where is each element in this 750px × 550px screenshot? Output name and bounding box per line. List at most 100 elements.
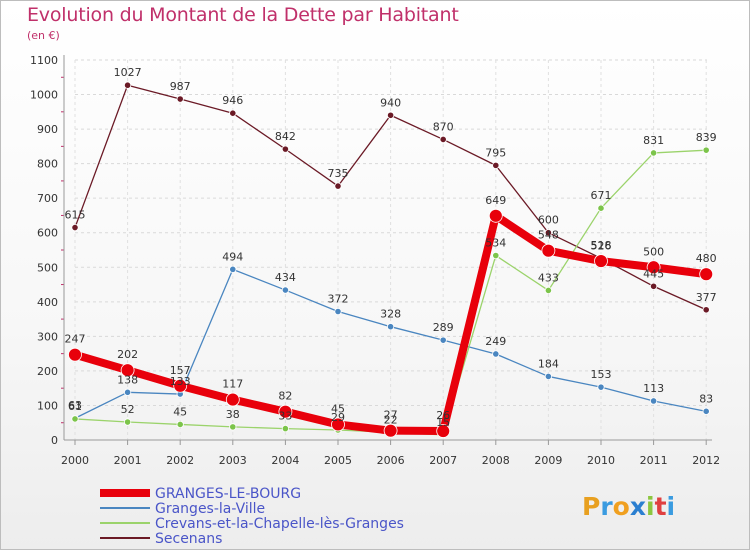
data-point-secenans (176, 95, 184, 103)
data-label-secenans: 795 (485, 146, 506, 159)
data-point-granges-le-bourg (646, 260, 661, 275)
data-label-granges-la-ville: 133 (170, 375, 191, 388)
data-point-secenans (71, 223, 79, 232)
data-label-crevans-et-la-chapelle-l-s-granges: 38 (226, 408, 240, 421)
data-point-crevans-et-la-chapelle-l-s-granges (281, 424, 289, 433)
data-point-crevans-et-la-chapelle-l-s-granges (124, 418, 132, 426)
data-point-granges-le-bourg (225, 392, 240, 407)
legend-label: Granges-la-Ville (155, 501, 265, 517)
data-point-crevans-et-la-chapelle-l-s-granges (597, 204, 605, 212)
y-tick-label: 0 (51, 434, 58, 447)
data-point-secenans (544, 229, 553, 237)
y-tick-label: 100 (37, 399, 58, 412)
data-point-granges-la-ville (124, 388, 132, 396)
x-tick-label: 2003 (219, 454, 247, 467)
data-point-secenans (386, 111, 395, 119)
data-point-secenans (334, 182, 342, 190)
data-label-secenans: 445 (643, 267, 664, 280)
data-point-granges-le-bourg (331, 417, 345, 432)
data-label-granges-le-bourg: 500 (643, 245, 664, 258)
data-label-crevans-et-la-chapelle-l-s-granges: 61 (68, 400, 82, 413)
data-point-granges-la-ville (386, 323, 395, 331)
data-point-granges-la-ville (334, 307, 342, 316)
legend-label: Secenans (155, 531, 222, 547)
data-point-crevans-et-la-chapelle-l-s-granges (492, 251, 500, 260)
data-label-granges-la-ville: 184 (538, 357, 559, 370)
x-tick-label: 2007 (429, 454, 457, 467)
data-point-secenans (281, 145, 289, 153)
y-tick-label: 400 (37, 296, 58, 309)
y-tick-label: 800 (37, 158, 58, 171)
data-label-granges-la-ville: 153 (591, 368, 612, 381)
data-point-granges-le-bourg (488, 208, 503, 223)
data-point-granges-le-bourg (594, 254, 608, 268)
data-label-crevans-et-la-chapelle-l-s-granges: 52 (121, 403, 135, 416)
data-point-secenans (649, 282, 658, 290)
data-point-crevans-et-la-chapelle-l-s-granges (71, 415, 79, 423)
data-point-crevans-et-la-chapelle-l-s-granges (544, 286, 553, 295)
data-label-secenans: 940 (380, 96, 401, 109)
data-label-secenans: 987 (170, 80, 191, 93)
x-tick-label: 2008 (482, 454, 510, 467)
data-point-granges-la-ville (492, 350, 500, 358)
y-tick-label: 700 (37, 192, 58, 205)
logo-letter: i (667, 492, 676, 521)
data-point-granges-la-ville (702, 407, 710, 415)
data-label-granges-la-ville: 113 (643, 382, 664, 395)
chart-subtitle: (en €) (27, 29, 60, 42)
logo-letter: P (582, 492, 600, 521)
data-label-granges-le-bourg: 649 (485, 194, 506, 207)
data-label-granges-la-ville: 138 (117, 373, 138, 386)
data-point-granges-la-ville (649, 397, 658, 405)
x-tick-label: 2010 (587, 454, 615, 467)
data-label-granges-la-ville: 289 (433, 321, 454, 334)
x-tick-label: 2009 (534, 454, 562, 467)
data-point-granges-la-ville (597, 383, 605, 391)
data-label-granges-le-bourg: 27 (384, 409, 398, 422)
data-point-secenans (124, 81, 132, 89)
y-tick-label: 900 (37, 123, 58, 136)
logo-letter: r (600, 492, 613, 521)
data-point-secenans (439, 135, 447, 144)
data-label-granges-le-bourg: 480 (696, 252, 717, 265)
data-label-granges-le-bourg: 518 (591, 239, 612, 252)
y-tick-label: 200 (37, 365, 58, 378)
y-tick-label: 1100 (30, 54, 58, 67)
data-label-granges-la-ville: 494 (222, 250, 243, 263)
data-point-granges-le-bourg (541, 243, 556, 258)
data-label-crevans-et-la-chapelle-l-s-granges: 33 (278, 410, 292, 423)
data-point-granges-la-ville (544, 372, 553, 381)
data-point-granges-le-bourg (278, 404, 293, 419)
data-label-crevans-et-la-chapelle-l-s-granges: 671 (591, 189, 612, 202)
y-tick-label: 500 (37, 261, 58, 274)
x-tick-label: 2002 (166, 454, 194, 467)
data-label-crevans-et-la-chapelle-l-s-granges: 534 (485, 237, 506, 250)
data-label-crevans-et-la-chapelle-l-s-granges: 22 (384, 413, 398, 426)
data-label-crevans-et-la-chapelle-l-s-granges: 45 (173, 405, 187, 418)
y-tick-label: 600 (37, 227, 58, 240)
data-label-secenans: 526 (591, 239, 612, 252)
data-point-granges-le-bourg (68, 347, 82, 362)
data-label-granges-la-ville: 249 (485, 335, 506, 348)
data-point-crevans-et-la-chapelle-l-s-granges (649, 149, 658, 157)
x-tick-label: 2011 (640, 454, 668, 467)
data-label-crevans-et-la-chapelle-l-s-granges: 831 (643, 134, 664, 147)
data-label-secenans: 600 (538, 214, 559, 227)
x-tick-label: 2006 (377, 454, 405, 467)
data-label-secenans: 870 (433, 120, 454, 133)
data-label-granges-la-ville: 372 (328, 292, 349, 305)
data-point-crevans-et-la-chapelle-l-s-granges (229, 423, 237, 431)
data-label-granges-le-bourg: 247 (65, 333, 86, 346)
x-tick-label: 2012 (692, 454, 720, 467)
data-point-granges-le-bourg (436, 424, 451, 438)
legend-label: GRANGES-LE-BOURG (155, 486, 301, 502)
x-tick-label: 2005 (324, 454, 352, 467)
data-label-secenans: 842 (275, 130, 296, 143)
legend-label: Crevans-et-la-Chapelle-lès-Granges (155, 516, 404, 532)
data-label-secenans: 946 (222, 94, 243, 107)
data-label-secenans: 735 (328, 167, 349, 180)
chart-title: Evolution du Montant de la Dette par Hab… (27, 4, 459, 26)
data-point-granges-la-ville (229, 265, 237, 273)
data-label-granges-le-bourg: 45 (331, 402, 345, 415)
